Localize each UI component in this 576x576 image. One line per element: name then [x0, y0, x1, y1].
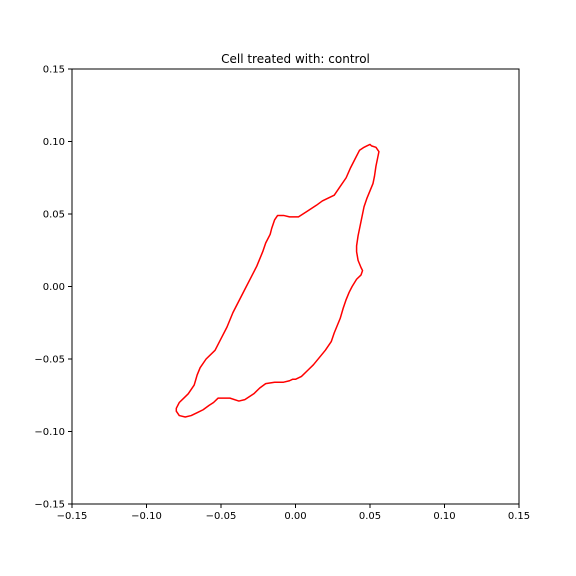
y-tick-label: −0.05: [34, 355, 65, 366]
x-tick-label: 0.05: [359, 511, 381, 522]
x-tick-label: 0.00: [284, 511, 306, 522]
y-axis: 0.15 0.10 0.05 0.00 −0.05 −0.10 −0.15: [34, 65, 72, 511]
chart-title: Cell treated with: control: [221, 52, 370, 66]
cell-outline-line: [175, 143, 380, 418]
x-tick-label: 0.15: [508, 511, 530, 522]
y-tick-label: 0.00: [43, 282, 65, 293]
series-layer: [175, 143, 380, 418]
x-tick-label: −0.05: [206, 511, 237, 522]
x-axis: −0.15 −0.10 −0.05 0.00 0.05 0.10 0.15: [57, 504, 530, 522]
plot-area: −0.15 −0.10 −0.05 0.00 0.05 0.10 0.15 0.15 0.10…: [34, 65, 530, 523]
y-tick-label: −0.10: [34, 427, 65, 438]
x-tick-label: −0.10: [131, 511, 162, 522]
y-tick-label: 0.05: [43, 210, 65, 221]
y-tick-label: 0.15: [43, 65, 65, 76]
y-tick-label: 0.10: [43, 137, 65, 148]
y-tick-label: −0.15: [34, 500, 65, 511]
x-tick-label: −0.15: [57, 511, 88, 522]
x-tick-label: 0.10: [433, 511, 455, 522]
